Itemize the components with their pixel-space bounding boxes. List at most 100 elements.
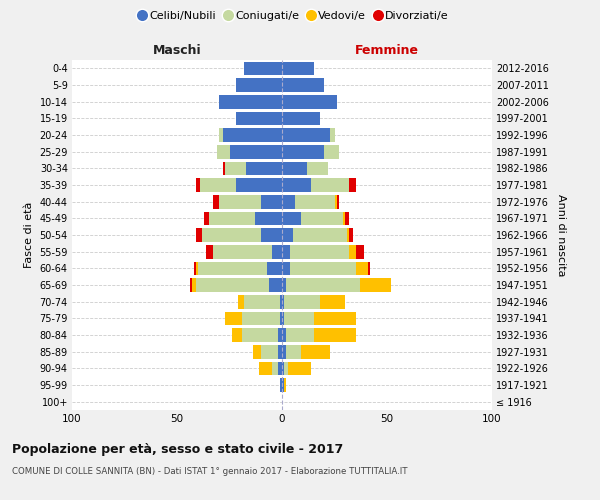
Bar [280,312,282,325]
Bar [360,278,391,292]
Bar [324,145,338,158]
Y-axis label: Anni di nascita: Anni di nascita [556,194,566,276]
Bar [282,245,290,258]
Bar [280,378,282,392]
Bar [190,278,192,292]
Bar [204,212,209,225]
Bar [244,295,280,308]
Bar [236,178,282,192]
Bar [286,328,314,342]
Bar [314,312,355,325]
Bar [284,295,320,308]
Bar [236,112,282,125]
Bar [278,362,282,375]
Bar [202,228,261,242]
Bar [229,145,282,158]
Bar [314,328,355,342]
Bar [280,295,282,308]
Bar [194,262,196,275]
Bar [301,345,330,358]
Bar [286,345,301,358]
Bar [261,228,282,242]
Bar [347,228,349,242]
Bar [343,212,345,225]
Bar [282,145,324,158]
Bar [349,245,355,258]
Bar [217,145,229,158]
Text: Femmine: Femmine [355,44,419,57]
Bar [282,112,320,125]
Bar [293,228,347,242]
Bar [226,312,242,325]
Bar [192,278,196,292]
Bar [282,95,337,108]
Bar [284,378,286,392]
Bar [368,262,370,275]
Bar [196,278,269,292]
Bar [223,162,226,175]
Bar [213,245,271,258]
Bar [301,212,343,225]
Bar [238,295,244,308]
Bar [206,245,213,258]
Bar [219,128,223,142]
Bar [282,345,286,358]
Bar [242,328,278,342]
Bar [282,78,324,92]
Bar [282,312,284,325]
Bar [247,162,282,175]
Bar [196,178,200,192]
Bar [282,178,311,192]
Bar [212,195,219,208]
Bar [282,212,301,225]
Bar [355,262,368,275]
Bar [254,212,282,225]
Bar [261,345,278,358]
Bar [290,262,355,275]
Legend: Celibi/Nubili, Coniugati/e, Vedovi/e, Divorziati/e: Celibi/Nubili, Coniugati/e, Vedovi/e, Di… [137,8,451,24]
Bar [282,228,293,242]
Bar [271,245,282,258]
Bar [226,162,247,175]
Bar [335,195,337,208]
Bar [282,62,314,75]
Bar [307,162,328,175]
Bar [295,195,335,208]
Bar [223,128,282,142]
Bar [219,195,261,208]
Text: COMUNE DI COLLE SANNITA (BN) - Dati ISTAT 1° gennaio 2017 - Elaborazione TUTTITA: COMUNE DI COLLE SANNITA (BN) - Dati ISTA… [12,468,407,476]
Bar [284,362,289,375]
Bar [196,228,202,242]
Bar [289,362,311,375]
Bar [282,362,284,375]
Bar [286,278,360,292]
Bar [200,178,236,192]
Bar [209,212,254,225]
Bar [311,178,349,192]
Bar [320,295,345,308]
Bar [196,262,198,275]
Bar [282,195,295,208]
Bar [284,312,314,325]
Bar [282,295,284,308]
Bar [331,128,335,142]
Bar [268,262,282,275]
Bar [269,278,282,292]
Bar [242,312,280,325]
Bar [253,345,261,358]
Bar [282,128,331,142]
Bar [349,228,353,242]
Bar [259,362,271,375]
Bar [282,378,284,392]
Bar [345,212,349,225]
Bar [219,95,282,108]
Bar [282,328,286,342]
Bar [282,262,290,275]
Bar [278,345,282,358]
Bar [349,178,355,192]
Bar [355,245,364,258]
Y-axis label: Fasce di età: Fasce di età [24,202,34,268]
Bar [282,278,286,292]
Bar [244,62,282,75]
Bar [290,245,349,258]
